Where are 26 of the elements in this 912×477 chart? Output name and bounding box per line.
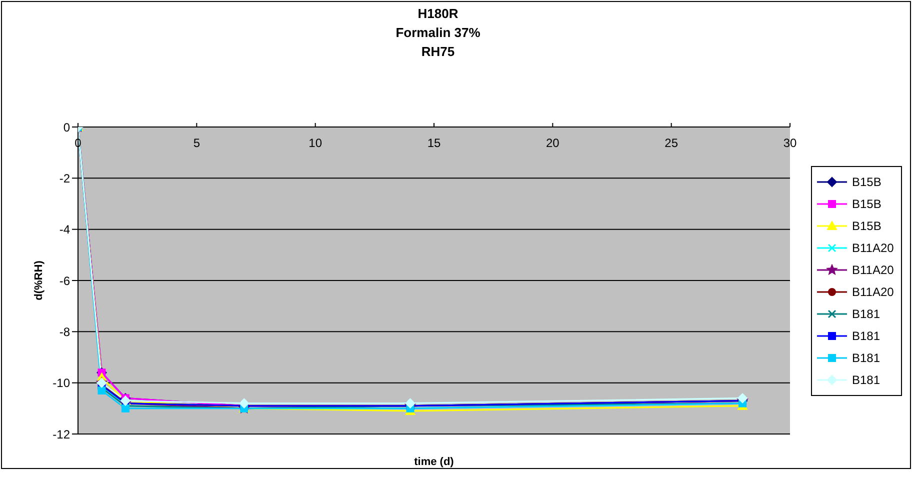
y-tick-label: -12 <box>52 427 70 442</box>
x-tick-label: 5 <box>193 136 200 150</box>
y-axis-title: d(%RH) <box>33 260 45 300</box>
y-tick-label: -4 <box>59 222 70 237</box>
y-tick-label: 0 <box>63 120 70 134</box>
y-tick-label: -6 <box>59 274 70 288</box>
x-tick-label: 20 <box>546 136 560 150</box>
legend-label: B15B <box>852 175 882 189</box>
legend-label: B181 <box>852 373 880 387</box>
chart-title: H180R Formalin 37% RH75 <box>396 6 481 59</box>
legend-label: B15B <box>852 219 882 233</box>
y-tick-label: -8 <box>59 324 70 339</box>
legend-label: B181 <box>852 307 880 321</box>
x-tick-label: 10 <box>308 136 322 150</box>
x-tick-label: 25 <box>664 136 678 150</box>
x-axis-title: time (d) <box>414 456 454 468</box>
legend-label: B11A20 <box>852 285 894 299</box>
legend-label: B181 <box>852 351 880 365</box>
legend-label: B11A20 <box>852 263 894 277</box>
y-tick-label: -10 <box>52 376 70 390</box>
legend-label: B15B <box>852 197 882 211</box>
x-tick-label: 15 <box>427 136 441 150</box>
legend-label: B11A20 <box>852 241 894 255</box>
legend-label: B181 <box>852 329 880 343</box>
x-tick-label: 30 <box>783 136 797 150</box>
y-tick-label: -2 <box>59 171 70 186</box>
